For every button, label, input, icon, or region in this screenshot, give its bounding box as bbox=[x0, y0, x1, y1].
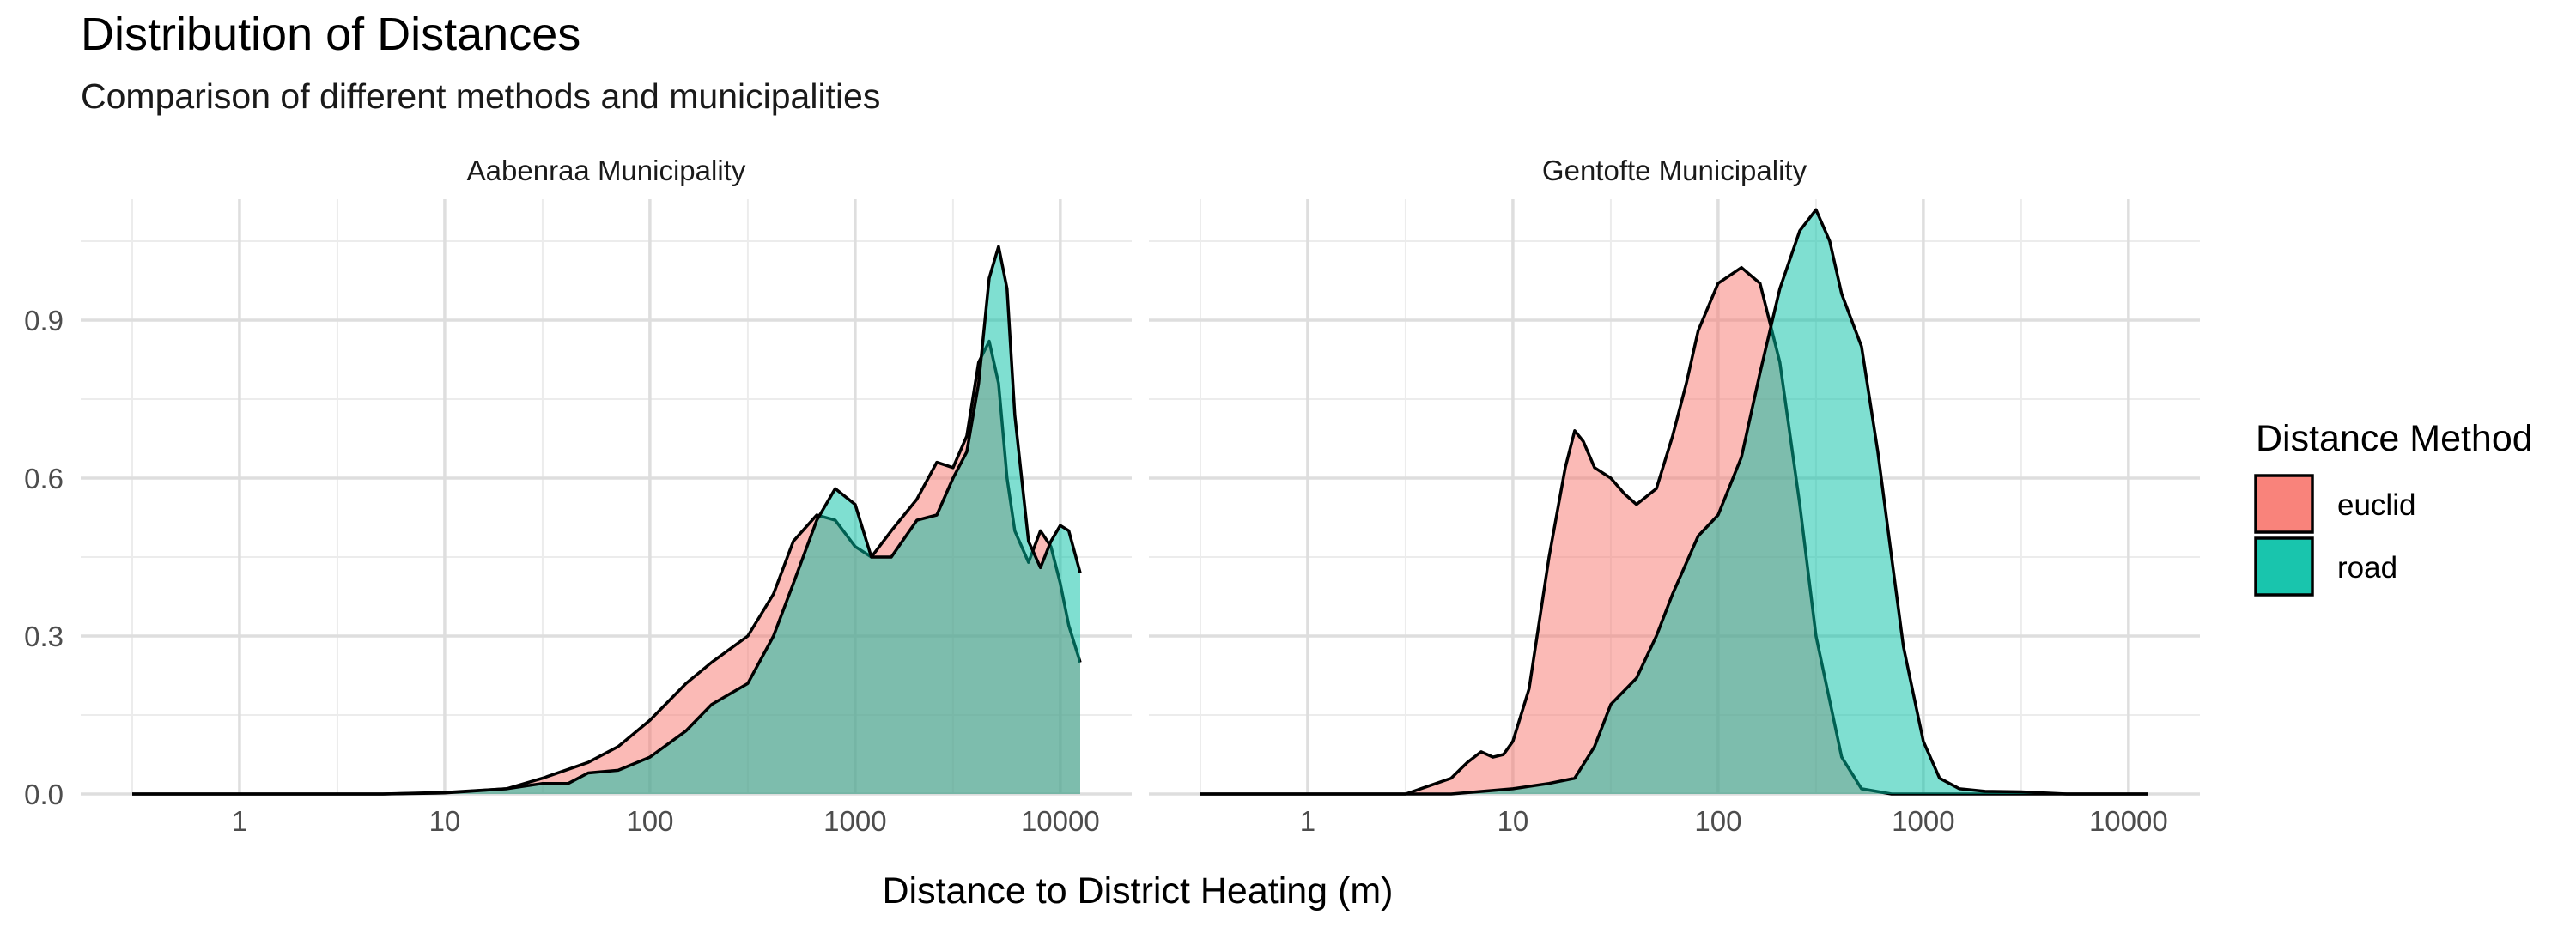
legend-title: Distance Method bbox=[2256, 418, 2533, 459]
x-tick-label: 10000 bbox=[2089, 805, 2168, 837]
facet-strip-label: Gentofte Municipality bbox=[1542, 154, 1807, 186]
legend-label-road: road bbox=[2337, 551, 2397, 585]
y-tick-label: 0.9 bbox=[24, 305, 64, 336]
density-area-road bbox=[132, 246, 1080, 794]
x-tick-label: 1000 bbox=[1892, 805, 1954, 837]
density-area-road bbox=[1200, 209, 2148, 795]
chart-subtitle: Comparison of different methods and muni… bbox=[81, 76, 880, 116]
x-tick-label: 10 bbox=[429, 805, 461, 837]
x-tick-label: 1 bbox=[232, 805, 247, 837]
legend-label-euclid: euclid bbox=[2337, 488, 2415, 522]
x-tick-label: 10 bbox=[1498, 805, 1529, 837]
facet-strip-label: Aabenraa Municipality bbox=[467, 154, 746, 186]
y-tick-label: 0.0 bbox=[24, 779, 64, 810]
y-tick-label: 0.6 bbox=[24, 463, 64, 494]
legend-key-road bbox=[2254, 536, 2314, 597]
y-tick-label: 0.3 bbox=[24, 621, 64, 652]
x-tick-label: 100 bbox=[626, 805, 673, 837]
density-line-road bbox=[132, 245, 1082, 796]
facet-panels: Aabenraa Municipality 1 10 100 1000 10000 0.0 0… bbox=[24, 154, 2200, 837]
x-tick-label: 100 bbox=[1694, 805, 1741, 837]
facet-panel-1: Aabenraa Municipality 1 10 100 1000 10000 0.0 0… bbox=[24, 154, 1132, 837]
x-tick-label: 1000 bbox=[823, 805, 886, 837]
x-tick-label: 1 bbox=[1300, 805, 1315, 837]
facet-panel-2: Gentofte Municipality 1 10 100 1000 10000 bbox=[1149, 154, 2200, 837]
chart-title: Distribution of Distances bbox=[81, 9, 580, 60]
density-line-road bbox=[1200, 208, 2148, 796]
x-axis-label: Distance to District Heating (m) bbox=[883, 870, 1394, 912]
density-area-euclid bbox=[1200, 267, 2148, 794]
legend: Distance Method euclid road bbox=[2254, 418, 2533, 597]
x-tick-label: 10000 bbox=[1021, 805, 1100, 837]
legend-key-euclid bbox=[2254, 474, 2314, 534]
